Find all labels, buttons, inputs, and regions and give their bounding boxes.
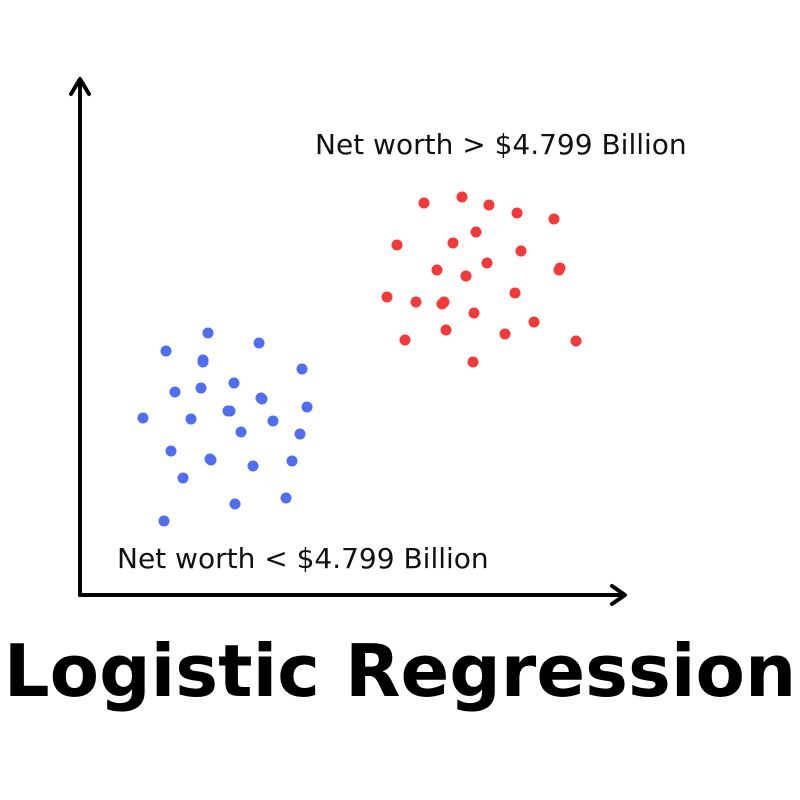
high-net-worth-point [554, 262, 566, 274]
high-net-worth-point [511, 207, 523, 219]
y-axis-arrowhead [69, 77, 91, 96]
cluster-low-net-worth [137, 327, 313, 527]
high-net-worth-point [456, 191, 468, 203]
high-net-worth-point [438, 296, 450, 308]
high-net-worth-point [381, 291, 393, 303]
low-net-worth-point [228, 377, 240, 389]
high-net-worth-point [467, 356, 479, 368]
low-net-worth-point [158, 515, 170, 527]
low-net-worth-point [286, 455, 298, 467]
high-net-worth-point [515, 245, 527, 257]
high-net-worth-point [431, 264, 443, 276]
high-net-worth-point [470, 226, 482, 238]
low-net-worth-point [247, 460, 259, 472]
high-net-worth-point [499, 328, 511, 340]
low-net-worth-point [229, 498, 241, 510]
high-net-worth-point [460, 270, 472, 282]
low-net-worth-point [137, 412, 149, 424]
scatter-plot [69, 77, 627, 606]
high-net-worth-point [528, 316, 540, 328]
low-net-worth-point [195, 382, 207, 394]
low-net-worth-point [197, 354, 209, 366]
low-net-worth-point [204, 453, 216, 465]
axes [69, 77, 627, 606]
high-net-worth-point [447, 237, 459, 249]
high-net-worth-label: Net worth > $4.799 Billion [315, 128, 687, 161]
high-net-worth-point [570, 335, 582, 347]
high-net-worth-point [483, 199, 495, 211]
cluster-high-net-worth [381, 191, 582, 368]
low-net-worth-point [267, 415, 279, 427]
high-net-worth-point [468, 307, 480, 319]
low-net-worth-point [301, 401, 313, 413]
low-net-worth-point [255, 392, 267, 404]
low-net-worth-point [169, 386, 181, 398]
high-net-worth-point [410, 296, 422, 308]
low-net-worth-point [294, 428, 306, 440]
high-net-worth-point [418, 197, 430, 209]
low-net-worth-point [177, 472, 189, 484]
low-net-worth-point [253, 337, 265, 349]
high-net-worth-point [481, 257, 493, 269]
low-net-worth-point [235, 426, 247, 438]
low-net-worth-point [296, 363, 308, 375]
x-axis-arrowhead [610, 584, 627, 606]
low-net-worth-point [160, 345, 172, 357]
high-net-worth-point [399, 334, 411, 346]
page-title: Logistic Regression [3, 629, 797, 713]
low-net-worth-point [165, 445, 177, 457]
high-net-worth-point [509, 287, 521, 299]
low-net-worth-point [224, 405, 236, 417]
high-net-worth-point [391, 239, 403, 251]
low-net-worth-label: Net worth < $4.799 Billion [117, 542, 489, 575]
low-net-worth-point [202, 327, 214, 339]
high-net-worth-point [440, 324, 452, 336]
high-net-worth-point [548, 213, 560, 225]
low-net-worth-point [185, 413, 197, 425]
low-net-worth-point [280, 492, 292, 504]
